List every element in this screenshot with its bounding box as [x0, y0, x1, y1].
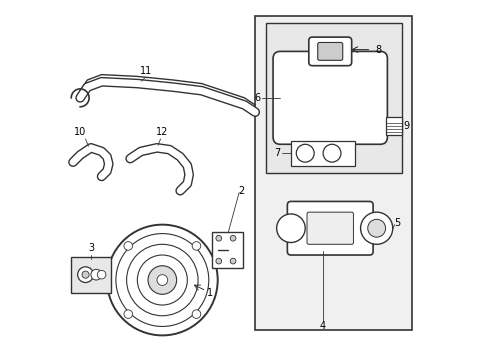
Circle shape [192, 310, 200, 318]
Circle shape [216, 258, 221, 264]
FancyBboxPatch shape [308, 37, 351, 66]
Circle shape [192, 242, 200, 250]
FancyBboxPatch shape [255, 16, 411, 330]
FancyBboxPatch shape [212, 232, 242, 267]
Circle shape [157, 275, 167, 285]
Circle shape [78, 267, 93, 283]
FancyBboxPatch shape [306, 212, 353, 244]
Circle shape [296, 144, 313, 162]
FancyBboxPatch shape [385, 117, 401, 135]
FancyBboxPatch shape [317, 42, 342, 60]
Circle shape [276, 214, 305, 243]
Circle shape [323, 144, 340, 162]
Text: 7: 7 [273, 148, 280, 158]
Circle shape [216, 235, 221, 241]
Text: 1: 1 [206, 288, 213, 297]
FancyBboxPatch shape [265, 23, 401, 173]
Text: 4: 4 [319, 321, 325, 332]
FancyBboxPatch shape [71, 257, 110, 293]
Circle shape [360, 212, 392, 244]
Text: 9: 9 [403, 121, 409, 131]
FancyBboxPatch shape [272, 51, 386, 144]
Bar [290, 141, 354, 166]
Text: 6: 6 [254, 93, 260, 103]
Text: 2: 2 [237, 186, 244, 196]
Circle shape [123, 242, 132, 250]
Circle shape [97, 270, 106, 279]
Circle shape [367, 219, 385, 237]
Circle shape [148, 266, 176, 294]
Text: 12: 12 [156, 127, 168, 137]
Circle shape [123, 310, 132, 318]
Circle shape [230, 235, 235, 241]
Circle shape [82, 271, 89, 278]
Text: 3: 3 [88, 243, 94, 253]
FancyBboxPatch shape [287, 202, 372, 255]
Text: 11: 11 [140, 66, 152, 76]
Text: 5: 5 [394, 218, 400, 228]
Circle shape [91, 269, 102, 280]
Text: 8: 8 [374, 45, 380, 55]
Circle shape [230, 258, 235, 264]
Text: 10: 10 [74, 127, 86, 137]
Circle shape [107, 225, 217, 336]
